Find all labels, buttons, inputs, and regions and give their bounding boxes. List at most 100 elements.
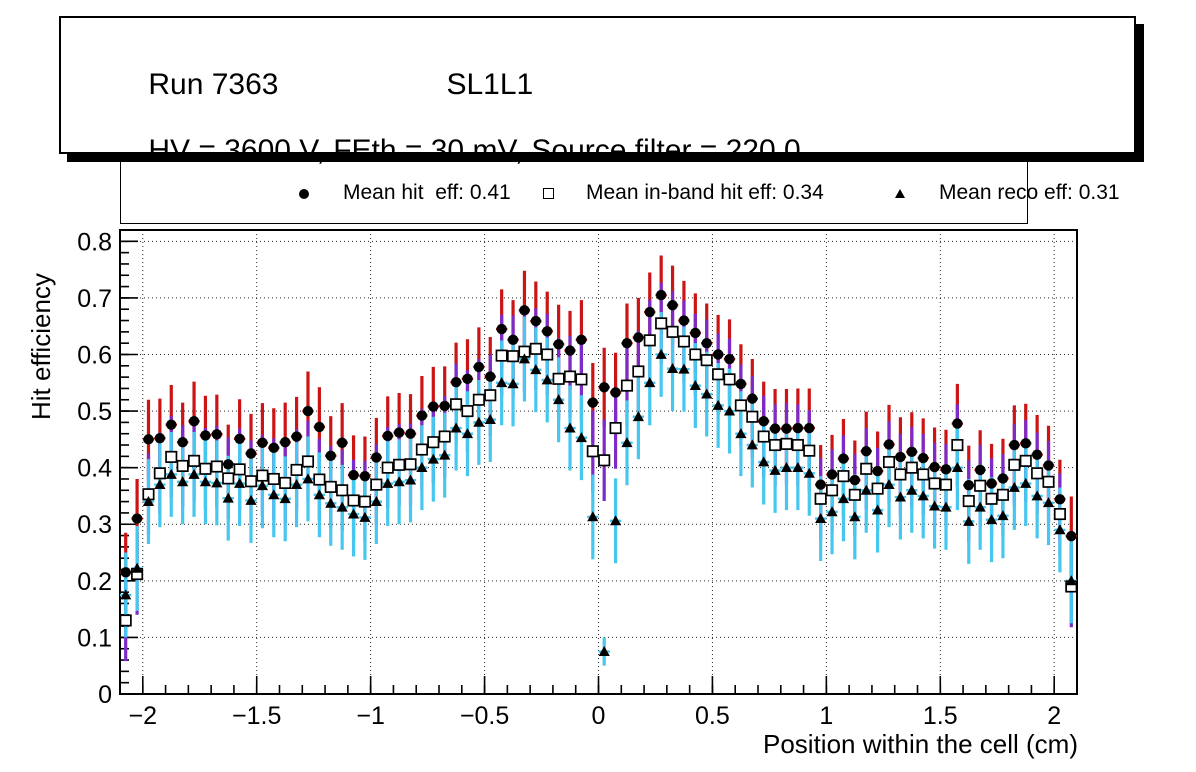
reco-eff-point: [860, 484, 872, 495]
hit-eff-point: [621, 337, 633, 349]
hit-eff-point: [906, 446, 918, 458]
inband-eff-point: [552, 372, 565, 385]
hit-eff-point: [576, 334, 587, 345]
hit-eff-point: [952, 418, 963, 429]
hit-eff-point: [496, 323, 507, 335]
inband-eff-point: [917, 468, 930, 481]
reco-eff-point: [758, 456, 770, 467]
inband-eff-point: [769, 438, 782, 452]
hit-eff-point: [439, 400, 450, 412]
hit-eff-point: [166, 419, 177, 430]
legend-filled-triangle-icon: [895, 189, 905, 198]
y-tick-label: 0.6: [77, 341, 112, 369]
hit-eff-point: [1054, 494, 1066, 505]
inband-eff-point: [757, 430, 770, 443]
reco-eff-point: [131, 562, 143, 573]
x-tick-label: 1.5: [923, 702, 958, 730]
inband-eff-point: [404, 458, 417, 471]
hit-eff-point: [1020, 438, 1031, 449]
reco-eff-point: [780, 462, 793, 473]
hit-eff-point: [1043, 460, 1054, 471]
reco-eff-point: [188, 468, 200, 479]
reco-eff-point: [142, 496, 155, 507]
inband-eff-point: [848, 488, 861, 501]
reco-eff-point: [496, 377, 508, 388]
reco-eff-point: [963, 515, 975, 526]
x-tick-label: 1: [819, 702, 833, 730]
inband-eff-point: [541, 348, 554, 361]
hit-eff-point: [143, 434, 154, 445]
hit-eff-point: [325, 450, 336, 461]
reco-eff-point: [769, 464, 781, 475]
inband-eff-point: [324, 480, 337, 493]
inband-eff-point: [746, 410, 759, 423]
inband-eff-point: [974, 479, 987, 492]
hit-eff-point: [564, 345, 576, 356]
legend: Mean hit eff: 0.41 Mean in-band hit eff:…: [120, 161, 1120, 224]
inband-eff-point: [484, 389, 497, 402]
inband-eff-point: [837, 470, 850, 483]
inband-eff-point: [336, 484, 349, 497]
inband-eff-point: [244, 475, 258, 488]
reco-eff-point: [382, 477, 394, 488]
hit-eff-point: [792, 422, 804, 434]
inband-eff-point: [655, 317, 668, 330]
hit-eff-point: [211, 429, 223, 440]
inband-eff-point: [609, 421, 622, 435]
hit-eff-point: [667, 300, 678, 311]
inband-eff-point: [689, 348, 702, 361]
inband-eff-point: [153, 467, 166, 480]
reco-eff-point: [245, 494, 257, 505]
inband-eff-point: [495, 349, 508, 362]
hit-eff-point: [712, 349, 724, 360]
reco-eff-point: [575, 432, 588, 443]
x-tick-label: 0.5: [695, 702, 730, 730]
inband-eff-point: [358, 495, 371, 508]
hit-eff-point: [371, 452, 382, 463]
hit-eff-point: [963, 480, 974, 491]
hit-eff-point: [655, 289, 667, 301]
inband-eff-point: [1008, 458, 1021, 471]
inband-eff-point: [165, 450, 178, 463]
hit-eff-point: [690, 327, 701, 339]
hit-eff-point: [940, 464, 952, 475]
y-tick-label: 0.1: [77, 624, 112, 652]
reco-eff-point: [347, 508, 360, 519]
reco-eff-point: [621, 437, 633, 448]
inband-eff-point: [301, 455, 315, 468]
inband-eff-point: [803, 444, 816, 457]
inband-eff-point: [882, 455, 896, 469]
hit-eff-point: [507, 334, 519, 345]
inband-eff-point: [1019, 454, 1032, 467]
inband-eff-point: [188, 454, 201, 467]
inband-eff-point: [962, 494, 975, 508]
inband-eff-point: [712, 368, 725, 381]
hit-eff-point: [120, 567, 131, 578]
x-axis-title: Position within the cell (cm): [763, 729, 1078, 759]
inband-eff-point: [620, 379, 634, 392]
x-tick-label: −2: [129, 702, 158, 730]
hit-eff-point: [1031, 449, 1043, 460]
reco-eff-point: [120, 589, 132, 600]
inband-eff-point: [199, 462, 212, 475]
reco-eff-point: [427, 453, 439, 464]
data-layer: [120, 255, 1077, 666]
inband-eff-point: [985, 492, 998, 505]
legend-filled-circle-icon: [299, 189, 309, 199]
inband-eff-point: [120, 614, 132, 627]
reco-eff-point: [541, 374, 553, 385]
reco-eff-point: [826, 506, 838, 517]
reco-eff-point: [1020, 477, 1032, 488]
hit-eff-point: [610, 387, 621, 398]
title-box: Run 7363 SL1L1 HV = 3600 V, FEth = 30 mV,…: [59, 16, 1136, 167]
hit-eff-point: [279, 436, 291, 448]
inband-eff-point: [267, 472, 280, 486]
inband-eff-point: [393, 458, 406, 471]
reco-eff-point: [177, 476, 189, 487]
inband-eff-point: [700, 354, 713, 367]
reco-eff-point: [222, 492, 234, 503]
reco-eff-point: [701, 388, 713, 399]
reco-eff-point: [883, 479, 895, 490]
hit-eff-point: [929, 461, 940, 473]
inband-eff-point: [575, 373, 588, 386]
